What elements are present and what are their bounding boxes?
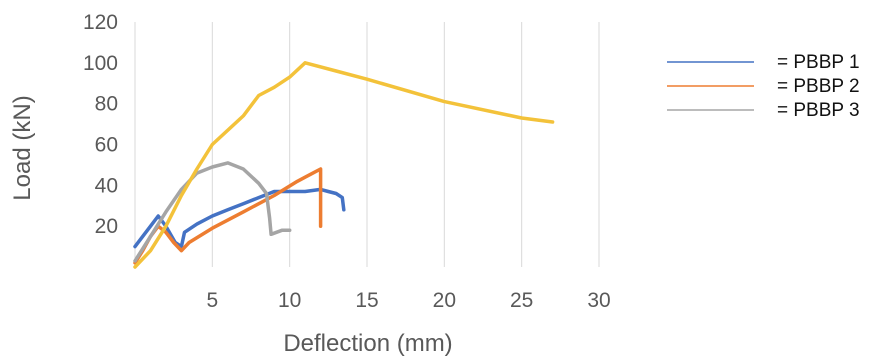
y-tick-label: 20	[95, 215, 118, 238]
tick-labels: 5 10 15 20 25 30 20 40 60 80 100 120	[83, 11, 611, 312]
legend-label-2: = PBBP 2	[777, 76, 860, 97]
x-tick-label: 5	[206, 289, 218, 312]
series-lines	[133, 61, 555, 269]
y-axis-label: Load (kN)	[9, 95, 36, 200]
x-tick-label: 10	[278, 289, 301, 312]
x-tick-label: 25	[510, 289, 533, 312]
x-axis-label: Deflection (mm)	[283, 330, 452, 357]
y-tick-label: 100	[83, 52, 118, 75]
legend: = PBBP 1 = PBBP 2 = PBBP 3	[667, 52, 860, 121]
y-tick-label: 40	[95, 174, 118, 197]
gridlines	[134, 22, 600, 267]
legend-label-1: = PBBP 1	[777, 52, 860, 73]
x-tick-label: 20	[433, 289, 456, 312]
x-tick-label: 30	[587, 289, 610, 312]
series-line-4	[133, 61, 555, 269]
legend-label-3: = PBBP 3	[777, 100, 860, 121]
y-tick-label: 60	[95, 134, 118, 157]
series-line-1	[133, 187, 346, 249]
series-line-3	[133, 161, 292, 263]
y-tick-label: 120	[83, 11, 118, 34]
x-tick-label: 15	[355, 289, 378, 312]
y-tick-label: 80	[95, 93, 118, 116]
